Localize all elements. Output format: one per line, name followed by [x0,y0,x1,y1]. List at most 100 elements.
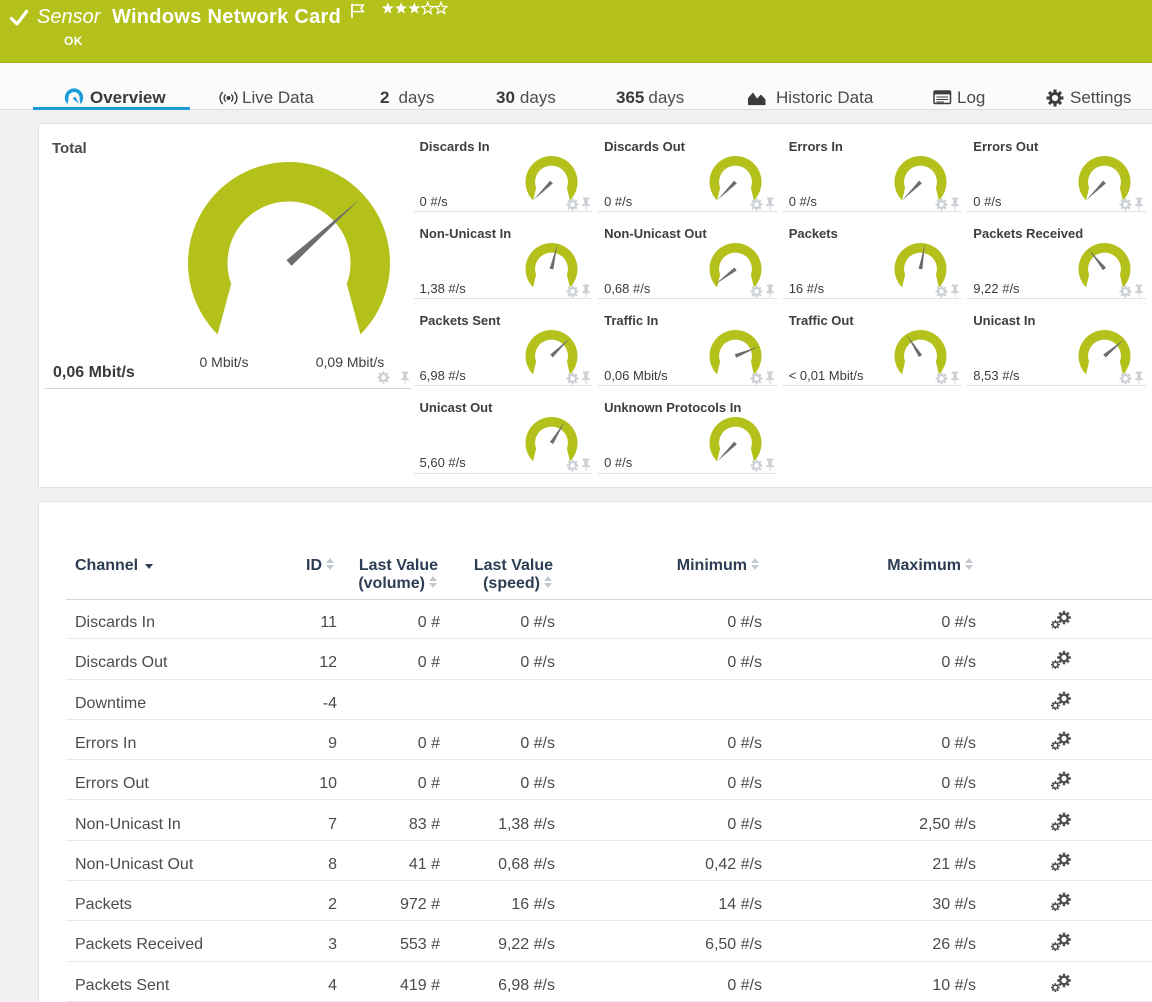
channel-settings-gears-icon[interactable] [1051,731,1073,752]
tab-log[interactable]: Log [933,63,985,110]
channel-gauge-cell: Discards In 0 #/s [413,125,592,212]
channel-gauge-pin-icon[interactable] [580,197,592,211]
channel-gauge-value: 0 #/s [604,455,633,471]
cell-maximum: 0 #/s [941,734,976,752]
channel-table-row[interactable]: Packets 2 972 # 16 #/s 14 #/s 30 #/s [66,881,1152,922]
tab-bar: Overview Live Data 2 days 30 days 365 days [0,63,1152,110]
channel-gauge-settings-gear-icon[interactable] [1119,197,1132,211]
priority-flag-icon[interactable] [350,3,366,18]
channel-gauge-value: 0 #/s [419,193,448,209]
channel-gauge-settings-gear-icon[interactable] [1119,285,1132,298]
channel-settings-gears-icon[interactable] [1051,973,1073,994]
tab-30-days[interactable]: 30 days [496,63,558,110]
channel-gauge-settings-gear-icon[interactable] [1119,372,1132,385]
tab-2-days[interactable]: 2 days [380,63,440,110]
total-gauge-pin-icon[interactable] [399,371,411,385]
priority-stars[interactable] [381,1,449,16]
channel-gauge-settings-gear-icon[interactable] [750,372,763,385]
channel-settings-gears-icon[interactable] [1051,892,1073,913]
channel-gauge-pin-icon[interactable] [580,371,592,385]
channel-gauge-title: Unicast Out [419,400,493,416]
total-gauge [188,162,390,335]
tab-settings[interactable]: Settings [1046,63,1132,110]
area-chart-icon [748,92,766,106]
channel-gauge-settings-gear-icon[interactable] [565,285,579,298]
channel-settings-gears-icon[interactable] [1051,650,1073,671]
channel-gauge-pin-icon[interactable] [949,371,961,385]
channel-gauge-settings-gear-icon[interactable] [565,459,579,472]
column-header-id[interactable]: ID [306,557,335,575]
channel-table-row[interactable]: Discards In 11 0 # 0 #/s 0 #/s 0 #/s [66,599,1152,640]
channel-gauge-settings-gear-icon[interactable] [935,197,948,211]
tab-365-days[interactable]: 365 days [616,63,686,110]
cell-channel: Packets Received [75,936,204,954]
cell-id: 4 [328,976,337,994]
cell-maximum [876,695,976,713]
channel-settings-gears-icon[interactable] [1051,610,1073,631]
channel-table-row[interactable]: Packets Sent 4 419 # 6,98 #/s 0 #/s 10 #… [66,962,1152,1002]
channel-gauge [709,417,762,462]
channel-table-row[interactable]: Downtime -4 [66,680,1152,720]
gear-icon [1046,89,1064,107]
channel-settings-gears-icon[interactable] [1051,771,1073,792]
channel-settings-gears-icon[interactable] [1051,812,1073,833]
channel-gauge-pin-icon[interactable] [949,284,961,298]
cell-last-value-volume: 83 # [408,815,440,833]
column-header-minimum[interactable]: Minimum [677,557,760,575]
channel-gauge-pin-icon[interactable] [764,371,776,385]
channel-table-row[interactable]: Errors Out 10 0 # 0 #/s 0 #/s 0 #/s [66,760,1152,801]
channel-gauge-title: Traffic Out [788,313,854,329]
channel-gauge-title: Discards In [419,138,490,154]
star-filled-icon [395,2,408,14]
tab-2-days-unit: days [398,88,435,107]
column-header-volume-label1: Last Value [358,557,438,574]
gauge-needle [532,180,553,200]
cell-last-value-speed: 9,22 #/s [498,936,555,954]
channel-settings-gears-icon[interactable] [1051,932,1073,953]
channel-settings-gears-icon[interactable] [1051,852,1073,873]
page-title: Sensor Windows Network Card [37,3,341,31]
channel-gauge-pin-icon[interactable] [764,458,776,472]
channel-gauge-settings-gear-icon[interactable] [565,197,579,211]
channel-gauge-pin-icon[interactable] [949,197,961,211]
channel-gauge-settings-gear-icon[interactable] [750,459,763,472]
total-gauge-settings-gear-icon[interactable] [377,371,390,384]
channel-gauge [709,155,762,200]
channel-gauge-pin-icon[interactable] [1133,197,1145,211]
channel-table-row[interactable]: Errors In 9 0 # 0 #/s 0 #/s 0 #/s [66,720,1152,761]
channel-table-row[interactable]: Discards Out 12 0 # 0 #/s 0 #/s 0 #/s [66,639,1152,680]
channel-gauge [894,242,947,288]
channel-gauge-settings-gear-icon[interactable] [750,285,763,298]
channel-table-row[interactable]: Non-Unicast In 7 83 # 1,38 #/s 0 #/s 2,5… [66,801,1152,841]
channel-table-row[interactable]: Packets Received 3 553 # 9,22 #/s 6,50 #… [66,921,1152,962]
channel-gauge-pin-icon[interactable] [580,458,592,472]
channel-settings-gears-icon[interactable] [1051,691,1073,712]
channel-gauge-cell: Errors In 0 #/s [782,125,962,212]
cell-channel: Packets [75,896,132,914]
cell-minimum [662,695,762,713]
tab-live-data[interactable]: Live Data [219,63,324,110]
channel-table-row[interactable]: Non-Unicast Out 8 41 # 0,68 #/s 0,42 #/s… [66,841,1152,882]
total-gauge-value: 0,06 Mbit/s [53,364,135,381]
tab-overview[interactable]: Overview [33,63,190,110]
column-header-maximum[interactable]: Maximum [887,557,974,575]
channel-gauge-pin-icon[interactable] [1133,371,1145,385]
channel-gauge-pin-icon[interactable] [764,197,776,211]
channel-gauge-settings-gear-icon[interactable] [935,285,948,298]
channel-gauge-value: 6,98 #/s [419,368,466,384]
cell-last-value-volume: 41 # [408,855,440,873]
sensor-name: Windows Network Card [111,6,342,28]
column-header-last-value-volume[interactable]: Last Value (volume) [358,557,438,593]
channel-gauge-settings-gear-icon[interactable] [935,372,948,385]
column-header-channel[interactable]: Channel [75,557,154,575]
cell-channel: Errors Out [75,775,149,793]
channel-gauge-pin-icon[interactable] [1133,284,1145,298]
cell-last-value-volume: 0 # [417,614,440,631]
channel-gauge-settings-gear-icon[interactable] [565,372,579,385]
tab-historic-data[interactable]: Historic Data [746,63,873,110]
channel-gauge-pin-icon[interactable] [764,284,776,298]
column-header-last-value-speed[interactable]: Last Value (speed) [474,557,553,593]
channel-gauge-value: 1,38 #/s [419,280,466,296]
channel-gauge-pin-icon[interactable] [580,284,592,298]
channel-gauge-settings-gear-icon[interactable] [750,197,763,211]
